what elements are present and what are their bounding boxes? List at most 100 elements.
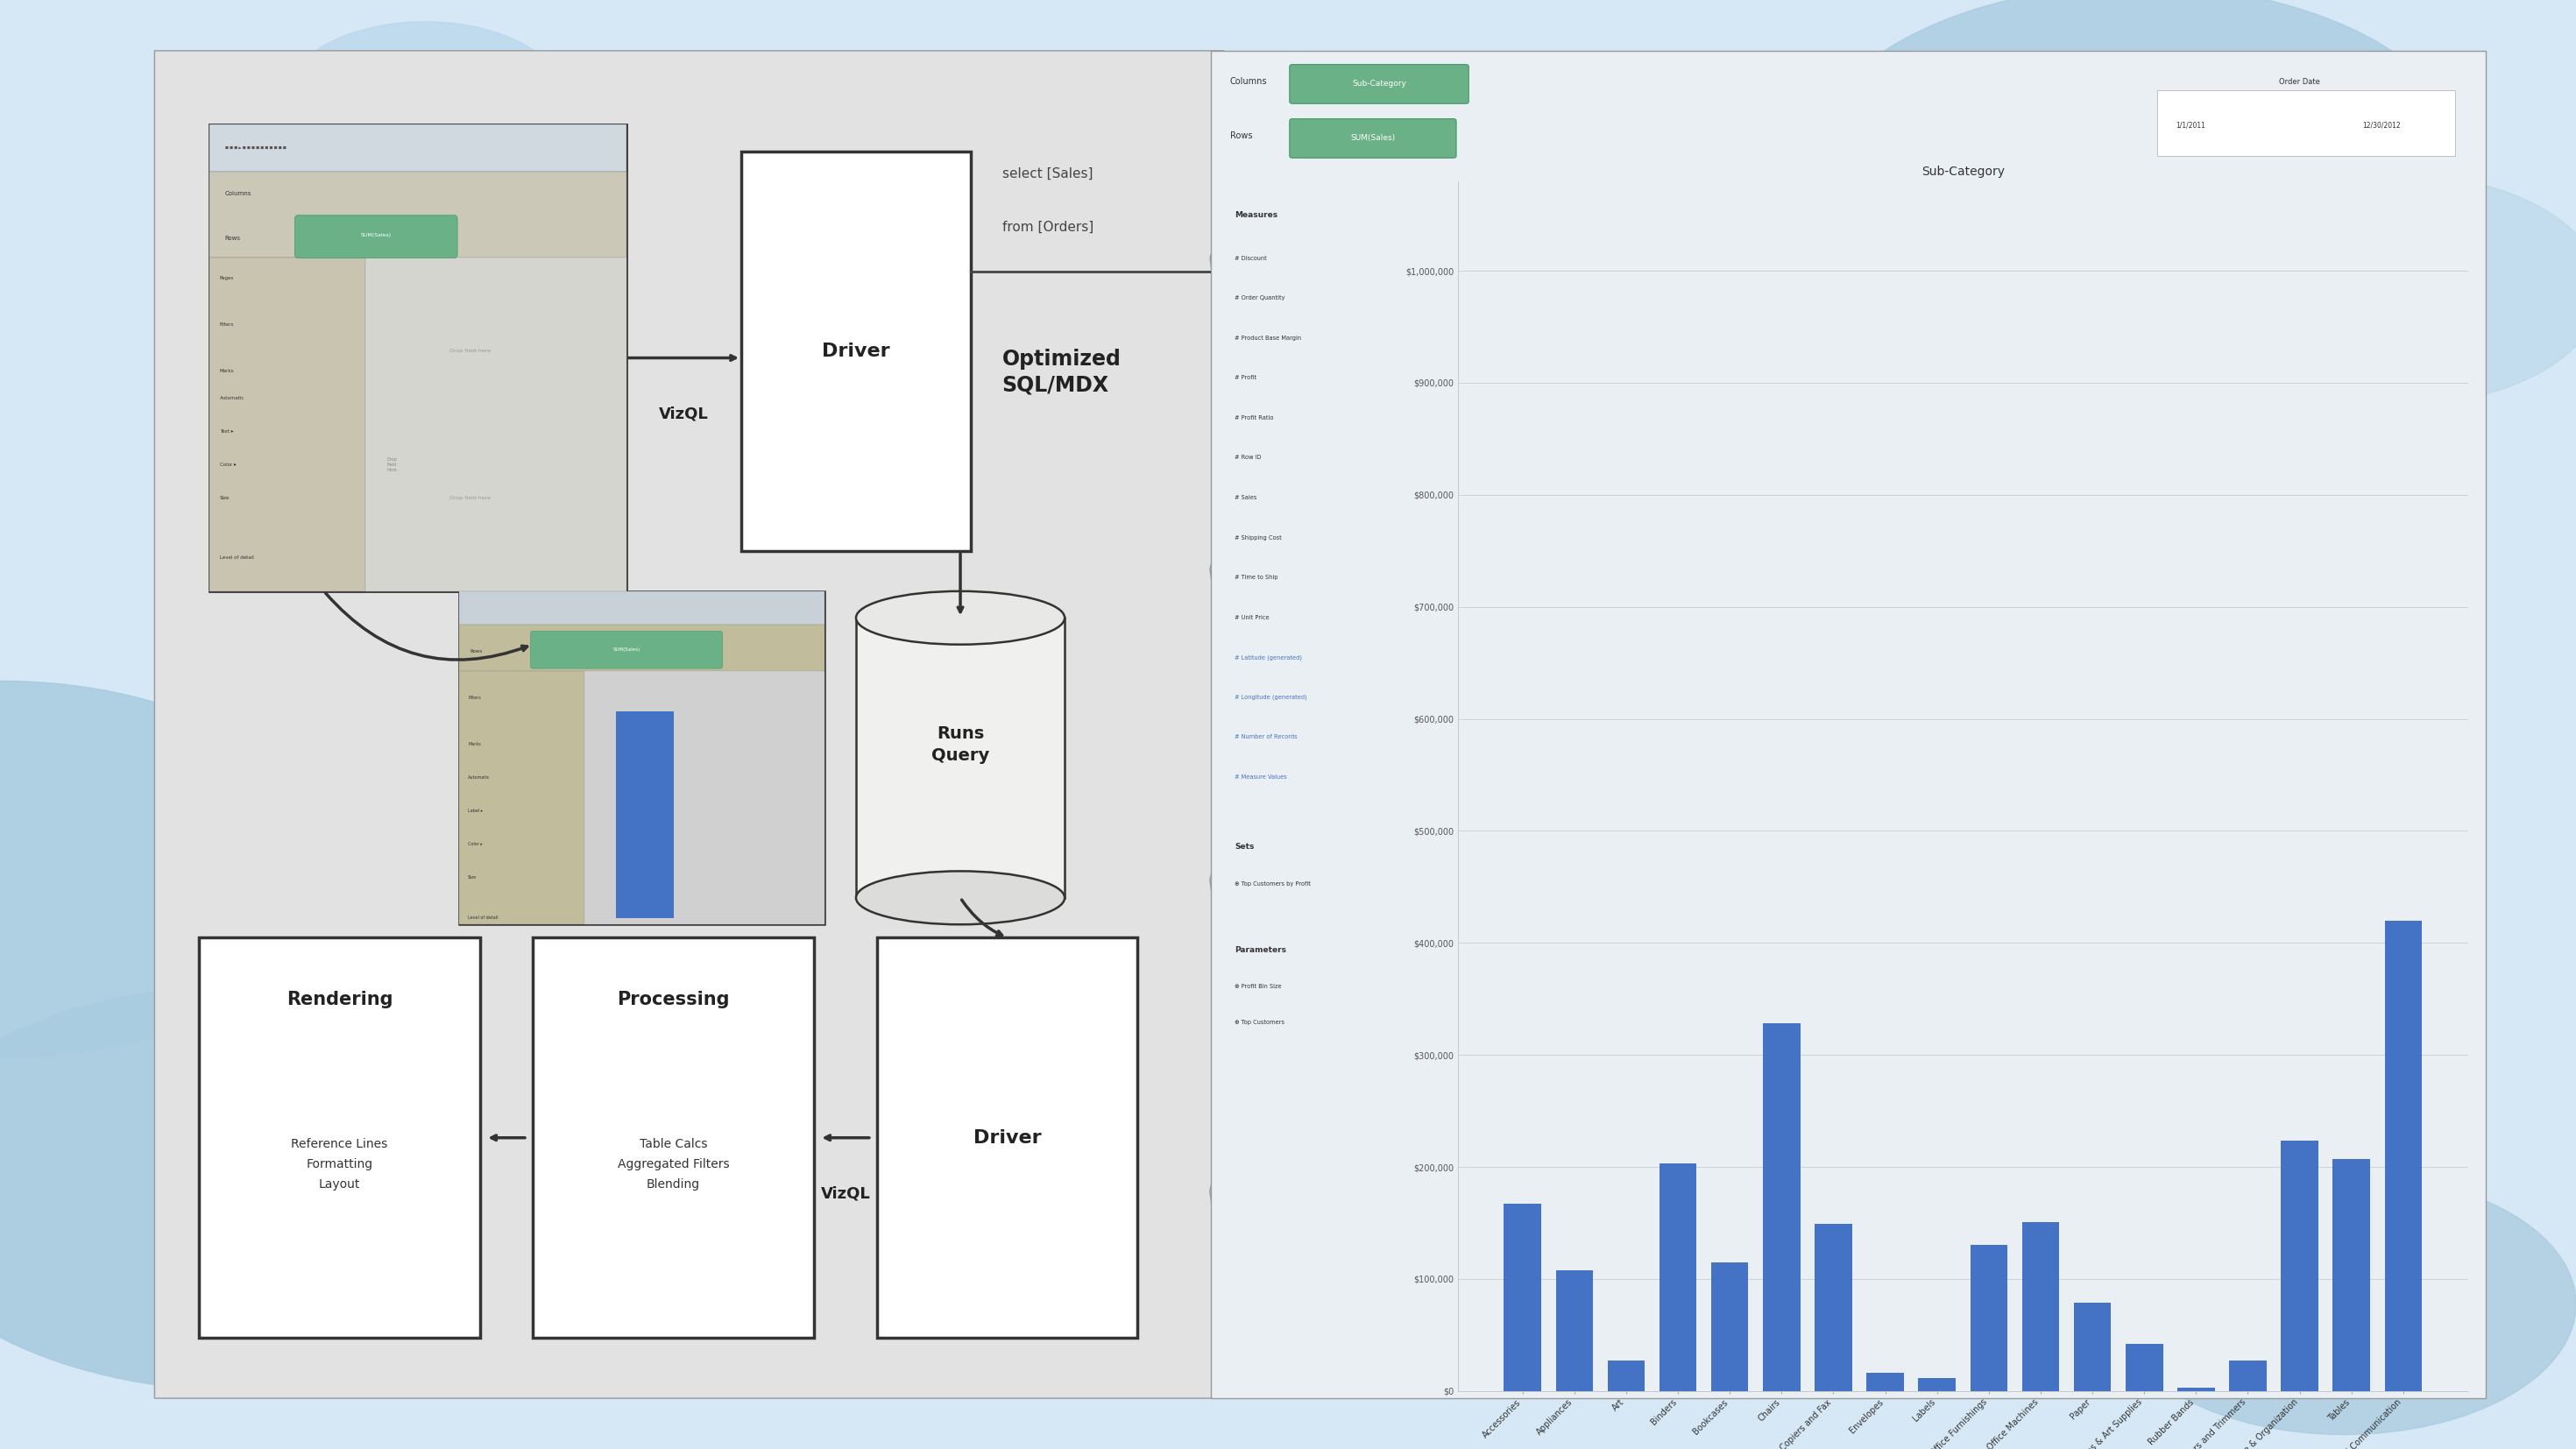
Text: Automatic: Automatic — [219, 396, 245, 400]
Text: # Measure Values: # Measure Values — [1234, 774, 1288, 780]
Text: Runs
Query: Runs Query — [933, 724, 989, 764]
Text: Drop field here: Drop field here — [448, 349, 489, 354]
Text: Order Date: Order Date — [2280, 78, 2321, 85]
FancyBboxPatch shape — [459, 625, 824, 671]
FancyBboxPatch shape — [1211, 51, 2486, 1398]
Bar — [2022, 1222, 2058, 1391]
Text: 1/1/2011: 1/1/2011 — [2174, 122, 2205, 129]
FancyBboxPatch shape — [209, 258, 366, 591]
Text: Text ▸: Text ▸ — [219, 429, 234, 433]
FancyBboxPatch shape — [198, 938, 479, 1337]
Text: Marks: Marks — [219, 369, 234, 374]
Text: Measures: Measures — [1234, 212, 1278, 219]
Text: # Profit: # Profit — [1234, 375, 1257, 381]
Circle shape — [0, 985, 605, 1391]
Text: ⊕ Top Customers by Profit: ⊕ Top Customers by Profit — [1234, 881, 1311, 887]
Text: Sub-Category: Sub-Category — [1352, 80, 1406, 88]
Text: ⊕ Profit Bin Size: ⊕ Profit Bin Size — [1234, 984, 1283, 990]
Text: ⊕ Top Customers: ⊕ Top Customers — [1234, 1020, 1285, 1026]
Circle shape — [0, 681, 335, 1058]
FancyBboxPatch shape — [294, 216, 459, 258]
Text: Level of detail: Level of detail — [219, 555, 252, 561]
Text: Marks: Marks — [469, 742, 482, 746]
Text: # Shipping Cost: # Shipping Cost — [1234, 535, 1283, 540]
Text: Columns: Columns — [224, 191, 252, 197]
Bar — [2177, 1388, 2215, 1391]
FancyBboxPatch shape — [459, 591, 824, 924]
FancyBboxPatch shape — [459, 671, 585, 924]
FancyBboxPatch shape — [366, 258, 626, 591]
FancyBboxPatch shape — [1291, 119, 1455, 158]
FancyBboxPatch shape — [2156, 90, 2455, 155]
Bar — [2125, 1343, 2164, 1391]
Text: Color ▸: Color ▸ — [469, 842, 482, 846]
Text: Pages: Pages — [219, 275, 234, 280]
Text: Rows: Rows — [224, 235, 240, 241]
Text: # Order Quantity: # Order Quantity — [1234, 296, 1285, 300]
Circle shape — [2112, 1174, 2576, 1435]
Text: Optimized
SQL/MDX: Optimized SQL/MDX — [1002, 349, 1121, 396]
Text: Size: Size — [219, 496, 229, 500]
Bar — [2334, 1159, 2370, 1391]
Bar — [2228, 1361, 2267, 1391]
Text: SUM(Sales): SUM(Sales) — [613, 648, 639, 652]
FancyBboxPatch shape — [616, 711, 672, 917]
Text: Drop field here: Drop field here — [448, 496, 489, 500]
Circle shape — [283, 22, 567, 181]
Text: Parameters: Parameters — [1234, 946, 1285, 953]
Text: Rows: Rows — [469, 649, 482, 653]
Text: Sets: Sets — [1234, 843, 1255, 851]
FancyBboxPatch shape — [742, 151, 971, 551]
Text: # Row ID: # Row ID — [1234, 455, 1262, 461]
Text: Rendering: Rendering — [286, 991, 392, 1009]
Text: # Product Base Margin: # Product Base Margin — [1234, 335, 1301, 341]
Text: Table Calcs
Aggregated Filters
Blending: Table Calcs Aggregated Filters Blending — [618, 1139, 729, 1191]
FancyBboxPatch shape — [209, 125, 626, 591]
Text: Size: Size — [469, 875, 477, 880]
Bar — [1919, 1378, 1955, 1391]
FancyBboxPatch shape — [533, 938, 814, 1337]
Text: # Discount: # Discount — [1234, 255, 1267, 261]
Bar — [1556, 1271, 1592, 1391]
Text: Filters: Filters — [469, 696, 482, 700]
Circle shape — [1803, 0, 2473, 362]
Bar — [2074, 1303, 2112, 1391]
Bar — [2280, 1140, 2318, 1391]
Bar — [1814, 1224, 1852, 1391]
Text: Rows: Rows — [1229, 132, 1252, 141]
Text: Color ▸: Color ▸ — [219, 462, 237, 467]
FancyBboxPatch shape — [585, 671, 824, 924]
Text: SUM(Sales): SUM(Sales) — [1350, 135, 1396, 142]
Bar — [1971, 1245, 2007, 1391]
Text: # Latitude (generated): # Latitude (generated) — [1234, 655, 1303, 661]
Text: SUM(Sales): SUM(Sales) — [361, 233, 392, 238]
Text: Filters: Filters — [219, 322, 234, 327]
Bar — [1659, 1164, 1698, 1391]
Bar — [1504, 1204, 1540, 1391]
Text: ■ ■ ■ ▶ ■ ■ ■ ■ ■ ■ ■ ■ ■ ■: ■ ■ ■ ▶ ■ ■ ■ ■ ■ ■ ■ ■ ■ ■ — [224, 145, 286, 149]
FancyBboxPatch shape — [531, 632, 721, 668]
Text: 12/30/2012: 12/30/2012 — [2362, 122, 2401, 129]
FancyBboxPatch shape — [855, 617, 1064, 898]
Text: # Unit Price: # Unit Price — [1234, 614, 1270, 620]
Polygon shape — [155, 51, 1236, 1398]
Text: from [Orders]: from [Orders] — [1002, 220, 1092, 233]
Text: Processing: Processing — [618, 991, 729, 1009]
Text: Driver: Driver — [974, 1129, 1041, 1146]
Bar — [1762, 1023, 1801, 1391]
Text: Level of detail: Level of detail — [469, 916, 497, 920]
FancyBboxPatch shape — [459, 591, 824, 625]
Text: # Profit Ratio: # Profit Ratio — [1234, 414, 1275, 420]
Text: # Longitude (generated): # Longitude (generated) — [1234, 694, 1309, 700]
Text: select [Sales]: select [Sales] — [1002, 168, 1092, 181]
Text: Drop
Field
Here: Drop Field Here — [386, 456, 397, 472]
Text: VizQL: VizQL — [659, 406, 708, 422]
Text: # Sales: # Sales — [1234, 496, 1257, 500]
Circle shape — [2190, 174, 2576, 406]
FancyBboxPatch shape — [876, 938, 1139, 1337]
Bar — [2385, 920, 2421, 1391]
Text: Columns: Columns — [1229, 77, 1267, 87]
Bar — [1868, 1372, 1904, 1391]
Text: Label ▸: Label ▸ — [469, 809, 484, 813]
Text: # Number of Records: # Number of Records — [1234, 735, 1298, 740]
